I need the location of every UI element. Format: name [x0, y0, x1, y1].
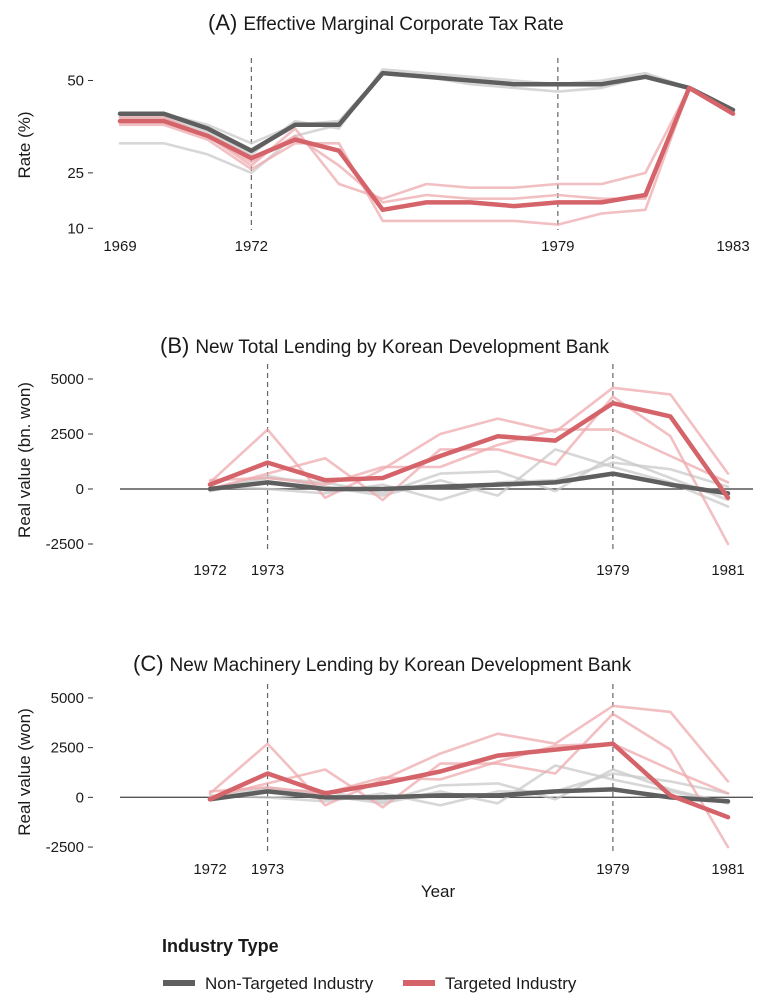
panel-letter: (B) [160, 333, 189, 358]
series-line-targeted-sample [208, 742, 730, 795]
x-tick-label: 1972 [193, 562, 226, 579]
y-tick-label: -2500 [46, 839, 84, 856]
panel-title: (B) New Total Lending by Korean Developme… [160, 333, 610, 358]
x-tick-label: 1969 [103, 238, 136, 255]
series-line-targeted-sample [208, 704, 730, 807]
y-tick-label: 0 [76, 789, 84, 806]
x-tick-label: 1979 [596, 562, 629, 579]
legend-label-targeted: Targeted Industry [445, 974, 577, 993]
y-tick-label: 10 [67, 220, 84, 237]
x-tick-label: 1979 [596, 861, 629, 878]
panel-c: (C) New Machinery Lending by Korean Devel… [15, 651, 753, 901]
y-axis-title: Rate (%) [15, 111, 34, 178]
y-tick-label: 50 [67, 72, 84, 89]
series-line-non-targeted-mean [207, 787, 731, 804]
x-tick-label: 1972 [193, 861, 226, 878]
series-line-targeted-sample [208, 386, 730, 500]
legend-title: Industry Type [162, 936, 279, 956]
series-line-targeted-sample [208, 395, 730, 546]
x-tick-label: 1979 [541, 238, 574, 255]
series-line-targeted-sample [208, 428, 730, 486]
x-tick-label: 1972 [235, 238, 268, 255]
y-tick-label: -2500 [46, 536, 84, 553]
panel-title: (C) New Machinery Lending by Korean Devel… [133, 651, 632, 676]
legend: Industry Type Non-Targeted Industry Targ… [162, 936, 577, 993]
y-tick-label: 5000 [51, 690, 84, 707]
x-tick-label: 1981 [711, 861, 744, 878]
series-line-non-targeted-mean [207, 471, 731, 496]
y-tick-label: 2500 [51, 426, 84, 443]
series-line-non-targeted-sample [208, 461, 730, 502]
series-line-targeted-mean [117, 85, 736, 213]
series-line-non-targeted-sample [208, 448, 730, 508]
panel-title-text: Effective Marginal Corporate Tax Rate [243, 14, 563, 35]
panel-title: (A) Effective Marginal Corporate Tax Rate [208, 10, 564, 35]
panel-letter: (A) [208, 10, 237, 35]
series-line-targeted-mean [207, 741, 731, 820]
panel-letter: (C) [133, 651, 164, 676]
x-tick-label: 1981 [711, 562, 744, 579]
x-tick-label: 1983 [716, 238, 749, 255]
y-tick-label: 5000 [51, 371, 84, 388]
y-tick-label: 25 [67, 165, 84, 182]
y-axis-title: Real value (bn. won) [15, 382, 34, 538]
series-line-non-targeted-sample [118, 68, 735, 156]
x-axis-title: Year [421, 882, 456, 901]
series-line-targeted-mean [207, 400, 731, 501]
panel-b: (B) New Total Lending by Korean Developme… [15, 333, 753, 579]
series-line-non-targeted-sample [118, 71, 735, 175]
series-line-non-targeted-mean [117, 70, 736, 153]
series-line-targeted-sample [118, 86, 735, 226]
panel-a: (A) Effective Marginal Corporate Tax Rate… [15, 10, 750, 255]
y-axis-title: Real value (won) [15, 708, 34, 836]
y-tick-label: 2500 [51, 740, 84, 757]
panel-title-text: New Total Lending by Korean Development … [195, 337, 609, 358]
panel-title-text: New Machinery Lending by Korean Developm… [170, 655, 632, 676]
x-tick-label: 1973 [251, 562, 284, 579]
y-tick-label: 0 [76, 481, 84, 498]
x-tick-label: 1973 [251, 861, 284, 878]
legend-label-non-targeted: Non-Targeted Industry [205, 974, 374, 993]
